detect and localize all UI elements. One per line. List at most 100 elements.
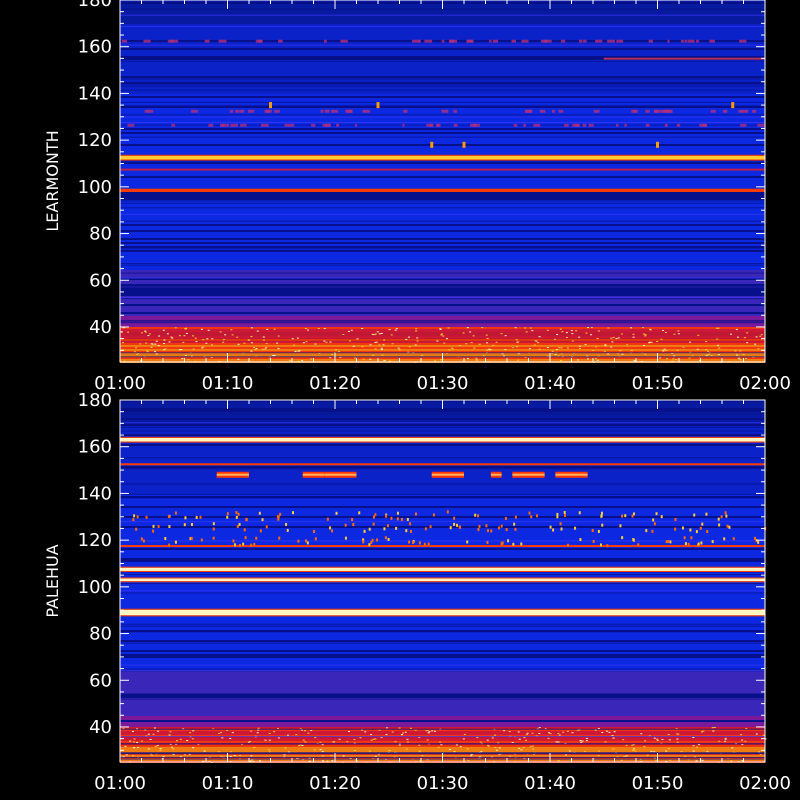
- bg-row: [120, 690, 765, 692]
- spike-emission: [168, 525, 171, 529]
- bg-row: [120, 20, 765, 22]
- floor-speckle: [127, 331, 130, 333]
- spike-emission: [660, 515, 663, 519]
- floor-speckle: [610, 346, 613, 348]
- floor-speckle: [642, 333, 645, 335]
- bg-row: [120, 52, 765, 54]
- floor-speckle: [397, 347, 400, 349]
- bg-row: [120, 532, 765, 534]
- spike-emission: [168, 543, 171, 547]
- floor-speckle: [179, 756, 182, 758]
- x-tick-label: 01:50: [632, 373, 684, 394]
- floor-speckle: [649, 341, 652, 343]
- bg-row: [120, 208, 765, 210]
- bg-row: [120, 206, 765, 208]
- burst-mark: [462, 141, 466, 148]
- bg-row: [120, 652, 765, 654]
- bg-row: [120, 146, 765, 148]
- bg-row: [120, 34, 765, 36]
- bg-row: [120, 556, 765, 558]
- floor-speckle: [517, 341, 520, 343]
- floor-speckle: [440, 333, 443, 335]
- bg-row: [120, 258, 765, 260]
- spike-emission: [362, 540, 365, 544]
- floor-speckle: [667, 747, 670, 749]
- floor-speckle: [644, 334, 647, 336]
- dash-emission: [331, 109, 339, 113]
- floor-speckle: [389, 360, 392, 362]
- floor-speckle: [122, 728, 125, 730]
- floor-speckle: [571, 333, 574, 335]
- bg-row: [120, 278, 765, 280]
- bg-row: [120, 314, 765, 316]
- floor-speckle: [556, 334, 559, 336]
- floor-speckle: [296, 757, 299, 759]
- floor-speckle: [299, 744, 302, 746]
- floor-speckle: [192, 335, 195, 337]
- dash-emission: [437, 123, 441, 127]
- bg-row: [120, 638, 765, 640]
- y-tick-label: 140: [78, 483, 112, 504]
- floor-speckle: [660, 338, 663, 340]
- bg-row: [120, 134, 765, 136]
- floor-speckle: [716, 338, 719, 340]
- bg-row: [120, 276, 765, 278]
- floor-speckle: [398, 727, 401, 729]
- dash-emission: [523, 123, 526, 127]
- y-tick-label: 160: [78, 437, 112, 458]
- floor-speckle: [129, 740, 132, 742]
- floor-speckle: [211, 338, 214, 340]
- spike-emission: [600, 511, 603, 515]
- floor-speckle: [659, 357, 662, 359]
- floor-speckle: [492, 344, 495, 346]
- bg-row: [120, 644, 765, 646]
- spike-emission: [477, 528, 480, 532]
- bg-row: [120, 122, 765, 124]
- floor-speckle: [466, 358, 469, 360]
- floor-speckle: [561, 331, 564, 333]
- floor-speckle: [302, 342, 305, 344]
- floor-speckle: [205, 342, 208, 344]
- dash-emission: [710, 109, 716, 113]
- floor-speckle: [434, 360, 437, 362]
- floor-speckle: [583, 751, 586, 753]
- spike-emission: [235, 515, 238, 519]
- floor-speckle: [149, 738, 152, 740]
- dash-emission: [676, 123, 681, 127]
- floor-speckle: [537, 342, 540, 344]
- floor-speckle: [481, 327, 484, 329]
- floor-speckle: [220, 755, 223, 757]
- bg-row: [120, 312, 765, 314]
- bg-row: [120, 90, 765, 92]
- floor-speckle: [175, 740, 178, 742]
- bg-row: [120, 678, 765, 680]
- floor-speckle: [662, 350, 665, 352]
- floor-speckle: [385, 734, 388, 736]
- floor-speckle: [371, 333, 374, 335]
- bg-row: [120, 218, 765, 220]
- bg-row: [120, 524, 765, 526]
- bg-row: [120, 622, 765, 624]
- spike-emission: [410, 529, 413, 533]
- bg-row: [120, 646, 765, 648]
- hot-floor-row: [120, 344, 765, 347]
- floor-speckle: [705, 354, 708, 356]
- floor-speckle: [551, 350, 554, 352]
- spike-emission: [690, 536, 693, 540]
- floor-speckle: [163, 349, 166, 351]
- floor-speckle: [273, 354, 276, 356]
- spike-emission: [619, 524, 622, 528]
- spike-emission: [235, 511, 238, 515]
- bg-row: [120, 548, 765, 550]
- dash-emission: [340, 39, 348, 43]
- dash-emission: [284, 123, 291, 127]
- spike-emission: [432, 513, 435, 517]
- dash-emission: [473, 123, 480, 127]
- bg-row: [120, 454, 765, 456]
- floor-speckle: [148, 333, 151, 335]
- bg-row: [120, 700, 765, 702]
- floor-speckle: [378, 729, 381, 731]
- spike-emission: [335, 511, 338, 515]
- bg-row: [120, 292, 765, 294]
- floor-speckle: [663, 348, 666, 350]
